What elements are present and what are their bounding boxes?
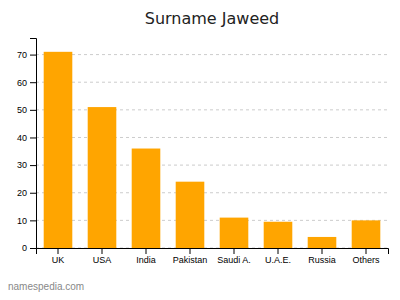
x-tick-mark [366, 248, 367, 254]
bar [176, 182, 205, 248]
y-axis-line [30, 39, 37, 249]
x-tick-mark [322, 248, 323, 254]
y-tick-mark [30, 55, 36, 56]
y-tick: 10 [17, 216, 36, 226]
x-tick-mark [102, 248, 103, 254]
x-tick: UK [52, 248, 65, 265]
annotation: namespedia.com [8, 281, 84, 292]
y-tick-label: 10 [17, 216, 27, 226]
x-axis: UK USA India Pakistan Saudi A. U.A.E. Russia Ot… [37, 248, 389, 265]
bars [44, 52, 381, 248]
y-tick-mark [30, 165, 36, 166]
x-tick: Russia [308, 248, 336, 265]
x-tick-label: India [136, 255, 156, 265]
y-axis: 0 10 20 30 40 50 60 70 [17, 39, 37, 254]
y-tick-mark [30, 110, 36, 111]
x-axis-line [37, 249, 389, 255]
y-tick-mark [30, 82, 36, 83]
title: Surname Jaweed [145, 9, 280, 28]
x-tick: U.A.E. [265, 248, 291, 265]
y-tick: 60 [17, 78, 36, 88]
chart: UK USA India Pakistan Saudi A. U.A.E. Russia Ot… [0, 0, 400, 300]
x-tick: Others [352, 248, 380, 265]
x-tick-mark [234, 248, 235, 254]
x-tick-label: USA [93, 255, 112, 265]
bar [44, 52, 73, 248]
x-tick-mark [278, 248, 279, 254]
bar [88, 107, 117, 248]
y-tick: 0 [22, 243, 36, 253]
grid-line [36, 82, 388, 83]
y-tick-label: 20 [17, 188, 27, 198]
x-tick-mark [190, 248, 191, 254]
y-tick-label: 30 [17, 160, 27, 170]
bar [308, 237, 337, 248]
y-tick-label: 70 [17, 50, 27, 60]
bar [352, 220, 381, 248]
y-tick: 30 [17, 160, 36, 170]
y-tick-mark [30, 193, 36, 194]
plot: UK USA India Pakistan Saudi A. U.A.E. Russia Ot… [17, 39, 389, 266]
x-tick-label: Russia [308, 255, 336, 265]
y-tick: 40 [17, 133, 36, 143]
y-tick-label: 40 [17, 133, 27, 143]
x-tick-label: Others [352, 255, 380, 265]
bar [264, 222, 293, 248]
y-tick-mark [30, 248, 36, 249]
x-tick-mark [146, 248, 147, 254]
bar [132, 149, 161, 248]
bar [220, 218, 249, 248]
x-tick-label: Pakistan [173, 255, 208, 265]
y-tick: 20 [17, 188, 36, 198]
x-tick-label: UK [52, 255, 65, 265]
grid [36, 55, 388, 248]
y-tick-mark [30, 220, 36, 221]
y-tick-label: 50 [17, 105, 27, 115]
x-tick-label: Saudi A. [217, 255, 251, 265]
x-tick: USA [93, 248, 112, 265]
x-tick: India [136, 248, 156, 265]
y-tick-label: 60 [17, 78, 27, 88]
x-tick-mark [58, 248, 59, 254]
y-tick-mark [30, 137, 36, 138]
x-tick: Pakistan [173, 248, 208, 265]
x-tick-label: U.A.E. [265, 255, 291, 265]
y-tick-label: 0 [22, 243, 27, 253]
grid-line [36, 54, 388, 55]
y-tick: 70 [17, 50, 36, 60]
x-tick: Saudi A. [217, 248, 251, 265]
y-tick: 50 [17, 105, 36, 115]
